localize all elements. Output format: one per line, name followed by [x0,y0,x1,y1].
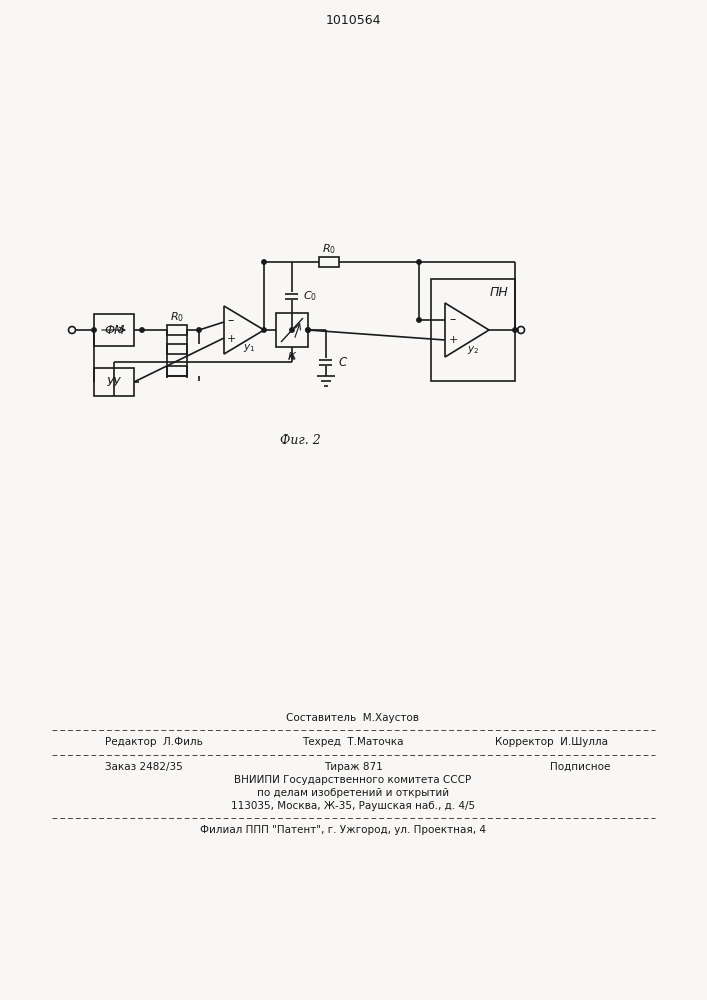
Text: $C$: $C$ [338,356,348,368]
Circle shape [306,328,310,332]
Circle shape [262,260,267,264]
Circle shape [513,328,518,332]
Bar [94,314,134,346]
Circle shape [417,260,421,264]
Text: Подписное: Подписное [550,762,610,772]
Circle shape [262,328,267,332]
Text: Редактор  Л.Филь: Редактор Л.Филь [105,737,203,747]
Text: –: – [450,314,456,326]
Text: $y_2$: $y_2$ [467,344,479,356]
Text: $R_0$: $R_0$ [170,310,184,324]
Text: ПН: ПН [490,286,508,298]
Text: Заказ 2482/35: Заказ 2482/35 [105,762,182,772]
Text: Филиал ППП "Патент", г. Ужгород, ул. Проектная, 4: Филиал ППП "Патент", г. Ужгород, ул. Про… [200,825,486,835]
Bar [94,368,134,396]
Text: Тираж 871: Тираж 871 [324,762,382,772]
Circle shape [417,318,421,322]
Text: $y_1$: $y_1$ [243,342,255,354]
Bar [167,344,187,354]
Bar [167,325,187,335]
Text: Техред  Т.Маточка: Техред Т.Маточка [303,737,404,747]
Bar [431,279,515,381]
Text: УУ: УУ [107,375,121,388]
Circle shape [306,328,310,332]
Text: К: К [288,352,296,362]
Text: 113035, Москва, Ж-35, Раушская наб., д. 4/5: 113035, Москва, Ж-35, Раушская наб., д. … [231,801,475,811]
Text: –: – [228,314,234,328]
Text: +: + [448,335,457,345]
Text: Составитель  М.Хаустов: Составитель М.Хаустов [286,713,419,723]
Text: Корректор  И.Шулла: Корректор И.Шулла [495,737,608,747]
Circle shape [92,328,96,332]
Text: Фиг. 2: Фиг. 2 [280,434,320,446]
Text: +: + [226,334,235,344]
Text: по делам изобретений и открытий: по делам изобретений и открытий [257,788,449,798]
Circle shape [290,328,294,332]
Text: 1010564: 1010564 [325,13,381,26]
Text: ФМ: ФМ [104,324,124,336]
Bar [319,257,339,267]
Text: $R_0$: $R_0$ [322,242,336,256]
Text: $C_0$: $C_0$ [303,289,317,303]
Text: ВНИИПИ Государственного комитета СССР: ВНИИПИ Государственного комитета СССР [235,775,472,785]
Circle shape [140,328,144,332]
Circle shape [197,328,201,332]
Bar [276,313,308,347]
Bar [167,366,187,376]
